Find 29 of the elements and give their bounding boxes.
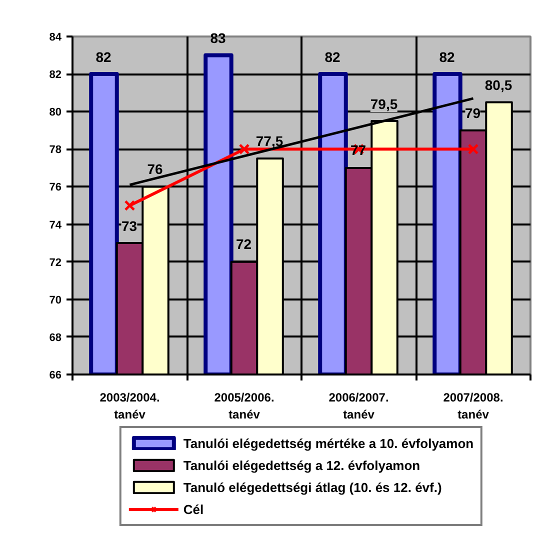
y-tick-label: 76 (49, 182, 62, 194)
data-label: 80,5 (484, 76, 512, 93)
data-label: 77,5 (256, 133, 284, 150)
data-label: 79 (464, 104, 481, 121)
data-label: 82 (324, 48, 340, 65)
x-tick-label: 2005/2006. tanév (214, 390, 274, 422)
y-tick-label: 78 (49, 144, 62, 156)
y-tick-label: 74 (49, 219, 62, 232)
legend-label: Tanulói elégedettség a 12. évfolyamon (183, 457, 420, 473)
y-tick-label: 72 (49, 256, 62, 269)
data-label: 83 (210, 30, 226, 46)
y-tick-label: 68 (49, 332, 62, 344)
data-label: 76 (147, 161, 163, 178)
data-label: 73 (121, 218, 138, 234)
x-tick-label: 2007/2008. tanév (443, 390, 504, 422)
data-label: 82 (439, 48, 455, 65)
legend-label: Tanulói elégedettség mértéke a 10. évfolyamon (183, 435, 474, 451)
data-label: 72 (236, 236, 252, 252)
y-tick-label: 82 (49, 69, 62, 82)
data-label: 82 (96, 48, 112, 65)
y-tick-label: 84 (49, 32, 62, 44)
x-tick-label: 2006/2007. tanév (328, 390, 389, 422)
legend-label: Tanuló elégedettségi átlag (10. és 12. évf.) (183, 479, 442, 495)
legend-label: Cél (183, 501, 204, 517)
y-tick-label: 70 (49, 294, 62, 306)
y-tick-label: 80 (49, 106, 62, 119)
y-tick-label: 66 (49, 370, 62, 382)
data-label: 79,5 (370, 96, 398, 112)
x-tick-label: 2003/2004. tanév (100, 390, 160, 422)
